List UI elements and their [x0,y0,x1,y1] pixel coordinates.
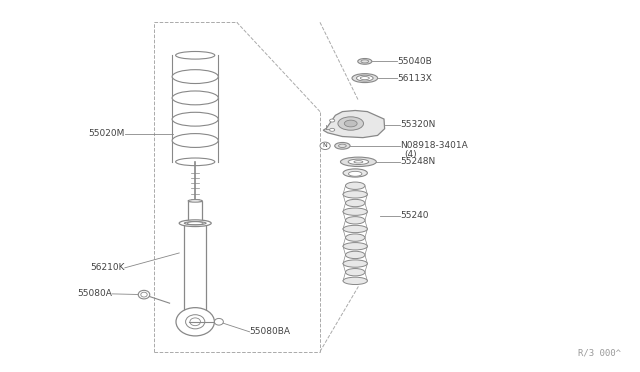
Polygon shape [323,110,385,138]
Text: R/3 000^: R/3 000^ [578,348,621,357]
Ellipse shape [343,277,367,285]
Ellipse shape [172,91,218,105]
Ellipse shape [346,251,365,259]
Ellipse shape [346,199,365,207]
Ellipse shape [349,171,362,176]
Text: 55080BA: 55080BA [250,327,291,336]
Ellipse shape [338,117,364,130]
Ellipse shape [175,51,215,59]
Ellipse shape [172,112,218,126]
Text: 55320N: 55320N [400,120,435,129]
Ellipse shape [138,290,150,299]
Ellipse shape [184,222,206,225]
Ellipse shape [343,191,367,198]
Text: 55240: 55240 [400,211,429,220]
Ellipse shape [356,75,373,81]
Ellipse shape [343,260,367,267]
Ellipse shape [172,70,218,84]
Text: 55040B: 55040B [397,57,431,66]
Text: (4): (4) [404,150,417,159]
Ellipse shape [179,220,211,227]
Text: 55248N: 55248N [400,157,435,166]
Ellipse shape [358,58,372,64]
Ellipse shape [343,225,367,232]
Bar [184,223,206,316]
Text: 56113X: 56113X [397,74,431,83]
Ellipse shape [343,243,367,250]
Ellipse shape [344,120,357,127]
Bar [188,201,202,223]
Ellipse shape [346,269,365,276]
Ellipse shape [172,134,218,147]
Ellipse shape [188,222,202,224]
Ellipse shape [348,159,369,164]
Ellipse shape [214,318,223,325]
Text: 55020M: 55020M [88,129,125,138]
Text: N08918-3401A: N08918-3401A [400,141,468,150]
Ellipse shape [343,169,367,177]
Ellipse shape [175,158,215,166]
Text: N: N [323,143,328,148]
Ellipse shape [352,74,378,83]
Text: 55080A: 55080A [77,289,112,298]
Ellipse shape [330,128,335,131]
Ellipse shape [188,200,202,202]
Ellipse shape [320,142,330,150]
Ellipse shape [330,119,335,122]
Ellipse shape [176,308,214,336]
Ellipse shape [184,315,206,318]
Ellipse shape [346,217,365,224]
Ellipse shape [346,182,365,189]
Ellipse shape [343,208,367,215]
Ellipse shape [335,142,350,149]
Text: 56210K: 56210K [90,263,125,272]
Ellipse shape [346,234,365,241]
Ellipse shape [340,157,376,167]
